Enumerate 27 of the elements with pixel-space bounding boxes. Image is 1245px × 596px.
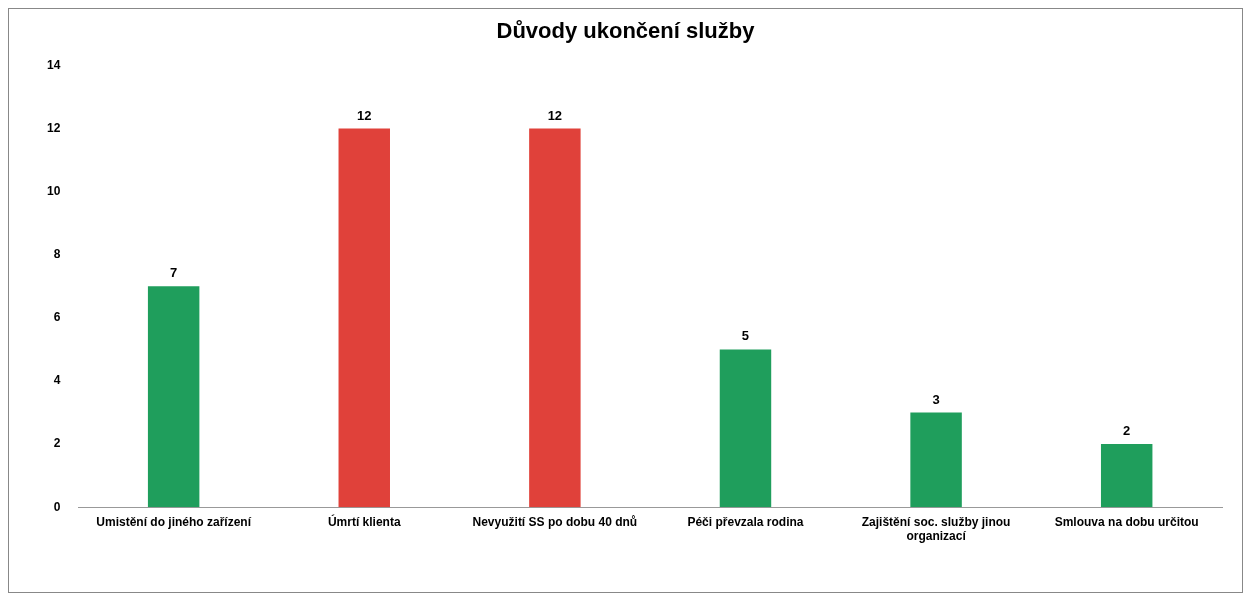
bar	[910, 412, 962, 508]
bar	[719, 349, 772, 508]
bar	[147, 286, 200, 508]
x-tick-label: Nevyužití SS po dobu 40 dnů	[472, 514, 638, 529]
x-tick-label: Úmrtí klienta	[327, 513, 401, 529]
y-tick-label: 12	[46, 120, 61, 135]
data-label: 3	[932, 391, 940, 407]
x-tick-label: Péči převzala rodina	[687, 514, 804, 529]
bar	[1100, 444, 1153, 508]
data-label: 5	[741, 328, 750, 344]
y-tick-label: 8	[53, 247, 61, 262]
x-tick-label: Zajištění soc. služby jinou organizací	[861, 514, 1011, 544]
data-label: 2	[1123, 423, 1131, 439]
y-tick-label: 10	[46, 183, 61, 198]
y-tick-label: 0	[53, 499, 61, 514]
y-tick-label: 14	[46, 57, 61, 72]
y-tick-label: 2	[53, 436, 61, 451]
data-label: 12	[547, 107, 563, 123]
x-tick-label: Smlouva na dobu určitou	[1054, 514, 1199, 529]
data-label: 12	[357, 107, 372, 123]
x-tick-label: Umistění do jiného zařízení	[96, 514, 252, 529]
data-label: 7	[170, 265, 178, 281]
y-tick-label: 4	[53, 373, 61, 388]
bar	[338, 128, 390, 508]
y-tick-label: 6	[53, 310, 61, 325]
chart-title: Důvody ukončení služby	[496, 18, 756, 44]
bar	[529, 128, 581, 508]
